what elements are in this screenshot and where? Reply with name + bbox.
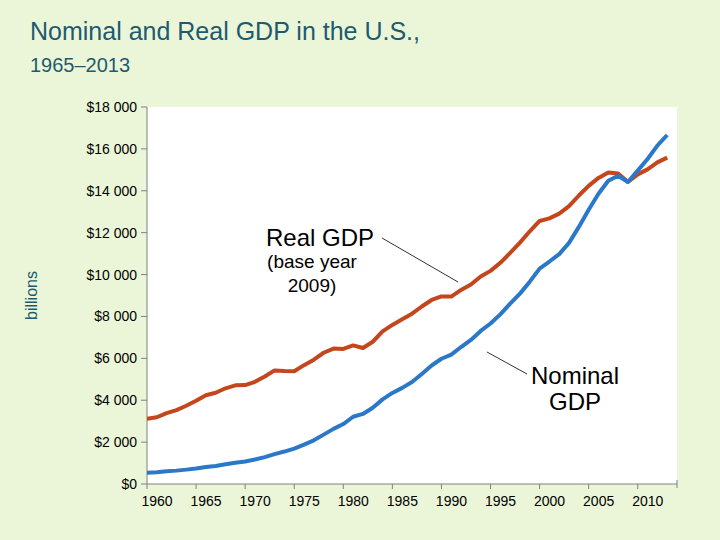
x-axis	[147, 484, 677, 485]
y-tick	[141, 316, 147, 317]
y-tick-label: $0	[121, 476, 137, 492]
x-tick	[196, 484, 197, 489]
y-tick	[141, 442, 147, 443]
y-tick	[141, 232, 147, 233]
x-tick	[588, 484, 589, 489]
y-tick	[141, 107, 147, 108]
chart: Nominal and Real GDP in the U.S., 1965–20…	[0, 0, 720, 540]
x-tick	[343, 484, 344, 489]
y-tick	[141, 148, 147, 149]
annotation: (base year	[267, 251, 357, 272]
background	[0, 0, 720, 540]
plot-area	[147, 107, 677, 484]
y-tick-label: $10 000	[86, 267, 137, 283]
subtitle: 1965–2013	[30, 54, 130, 76]
y-tick-label: $16 000	[86, 141, 137, 157]
title: Nominal and Real GDP in the U.S.,	[30, 17, 420, 45]
x-axis-end	[677, 480, 678, 488]
x-tick-label: 2010	[632, 493, 663, 509]
x-tick	[637, 484, 638, 489]
x-tick	[294, 484, 295, 489]
y-tick-label: $8 000	[94, 308, 137, 324]
x-tick-label: 1990	[436, 493, 467, 509]
x-tick-label: 1995	[485, 493, 516, 509]
x-tick-label: 1985	[387, 493, 418, 509]
annotation: GDP	[549, 388, 601, 415]
y-axis	[147, 107, 148, 484]
annotation: 2009)	[288, 275, 337, 296]
y-tick	[141, 274, 147, 275]
series-line	[147, 135, 667, 473]
x-tick	[539, 484, 540, 489]
x-tick	[441, 484, 442, 489]
y-tick-label: $14 000	[86, 183, 137, 199]
x-tick	[490, 484, 491, 489]
x-tick-label: 2000	[534, 493, 565, 509]
leader-line	[487, 352, 527, 374]
series-group	[147, 135, 667, 473]
x-tick-label: 1980	[338, 493, 369, 509]
y-axis-label: billions	[23, 271, 40, 320]
x-tick	[392, 484, 393, 489]
x-tick	[147, 484, 148, 489]
y-tick-label: $12 000	[86, 225, 137, 241]
y-tick	[141, 400, 147, 401]
y-tick	[141, 358, 147, 359]
y-tick-label: $4 000	[94, 392, 137, 408]
annotation: Real GDP	[266, 224, 374, 251]
x-tick-label: 1975	[289, 493, 320, 509]
leader-line	[382, 238, 458, 282]
y-tick-label: $18 000	[86, 99, 137, 115]
y-tick	[141, 484, 147, 485]
series-line	[147, 158, 667, 419]
x-tick-label: 1970	[240, 493, 271, 509]
y-tick	[141, 190, 147, 191]
x-tick-label: 2005	[583, 493, 614, 509]
annotation: Nominal	[531, 362, 619, 389]
x-tick-label: 1965	[190, 493, 221, 509]
x-tick	[245, 484, 246, 489]
x-tick-label: 1960	[141, 493, 172, 509]
y-tick-label: $6 000	[94, 350, 137, 366]
y-tick-label: $2 000	[94, 434, 137, 450]
